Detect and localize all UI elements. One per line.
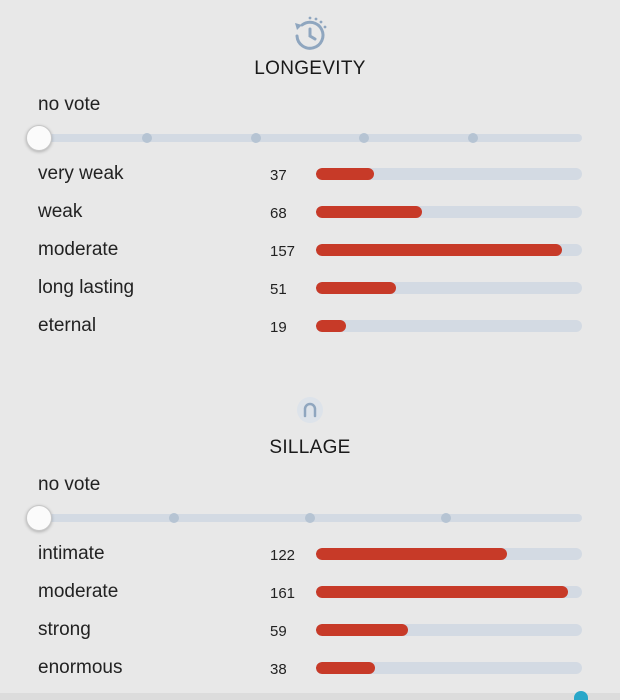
slider-thumb[interactable] (26, 125, 52, 151)
result-row: moderate 157 (0, 231, 620, 269)
result-row: eternal 19 (0, 307, 620, 345)
result-row: intimate 122 (0, 535, 620, 573)
result-count: 51 (270, 281, 287, 298)
result-label: very weak (38, 163, 124, 184)
result-count: 68 (270, 205, 287, 222)
result-label: moderate (38, 239, 119, 260)
result-label: long lasting (38, 277, 135, 298)
result-row: enormous 38 (0, 649, 620, 687)
result-count: 59 (270, 623, 287, 640)
clock-icon (295, 16, 327, 50)
floating-widget-icon[interactable] (574, 691, 588, 700)
result-row: moderate 161 (0, 573, 620, 611)
result-row: long lasting 51 (0, 269, 620, 307)
result-bar-fill (316, 624, 409, 636)
longevity-results: very weak 37 weak 68 moderate 157 long lasting… (0, 155, 620, 345)
slider-thumb[interactable] (26, 505, 52, 531)
result-label: eternal (38, 315, 97, 336)
bottom-divider (0, 693, 620, 700)
result-bar (316, 586, 582, 598)
slider-stop[interactable] (141, 133, 152, 143)
section-title: SILLAGE (269, 437, 351, 458)
vote-status: no vote (38, 94, 101, 115)
result-row: strong 59 (0, 611, 620, 649)
slider-track[interactable] (38, 134, 582, 142)
sillage-icon (297, 397, 323, 423)
slider-stop[interactable] (305, 513, 315, 523)
result-bar-fill (316, 206, 423, 218)
result-label: strong (38, 619, 91, 640)
slider-stop[interactable] (441, 513, 451, 523)
result-bar-fill (316, 168, 374, 180)
slider-stop[interactable] (359, 133, 370, 143)
result-bar (316, 244, 582, 256)
result-count: 161 (270, 585, 296, 602)
result-bar (316, 206, 582, 218)
result-bar (316, 320, 582, 332)
result-label: enormous (38, 657, 123, 678)
slider-stop[interactable] (468, 133, 479, 143)
result-count: 19 (270, 319, 287, 336)
vote-status: no vote (38, 474, 101, 495)
result-count: 122 (270, 547, 296, 564)
result-bar (316, 548, 582, 560)
result-bar-fill (316, 586, 568, 598)
sillage-results: intimate 122 moderate 161 strong 59 enormous 38 (0, 535, 620, 687)
result-bar (316, 282, 582, 294)
result-bar-fill (316, 320, 346, 332)
result-count: 37 (270, 167, 287, 184)
result-label: intimate (38, 543, 105, 564)
result-bar (316, 624, 582, 636)
sillage-vote-slider[interactable] (26, 505, 582, 531)
result-bar-fill (316, 282, 396, 294)
result-row: weak 68 (0, 193, 620, 231)
result-label: moderate (38, 581, 119, 602)
result-label: weak (38, 201, 83, 222)
slider-stop[interactable] (250, 133, 261, 143)
result-bar-fill (316, 662, 376, 674)
result-bar-fill (316, 548, 507, 560)
section-title: LONGEVITY (254, 58, 366, 79)
result-bar (316, 168, 582, 180)
result-count: 38 (270, 661, 287, 678)
result-count: 157 (270, 243, 296, 260)
slider-stop[interactable] (169, 513, 179, 523)
result-bar-fill (316, 244, 562, 256)
longevity-vote-slider[interactable] (26, 125, 582, 151)
result-row: very weak 37 (0, 155, 620, 193)
result-bar (316, 662, 582, 674)
